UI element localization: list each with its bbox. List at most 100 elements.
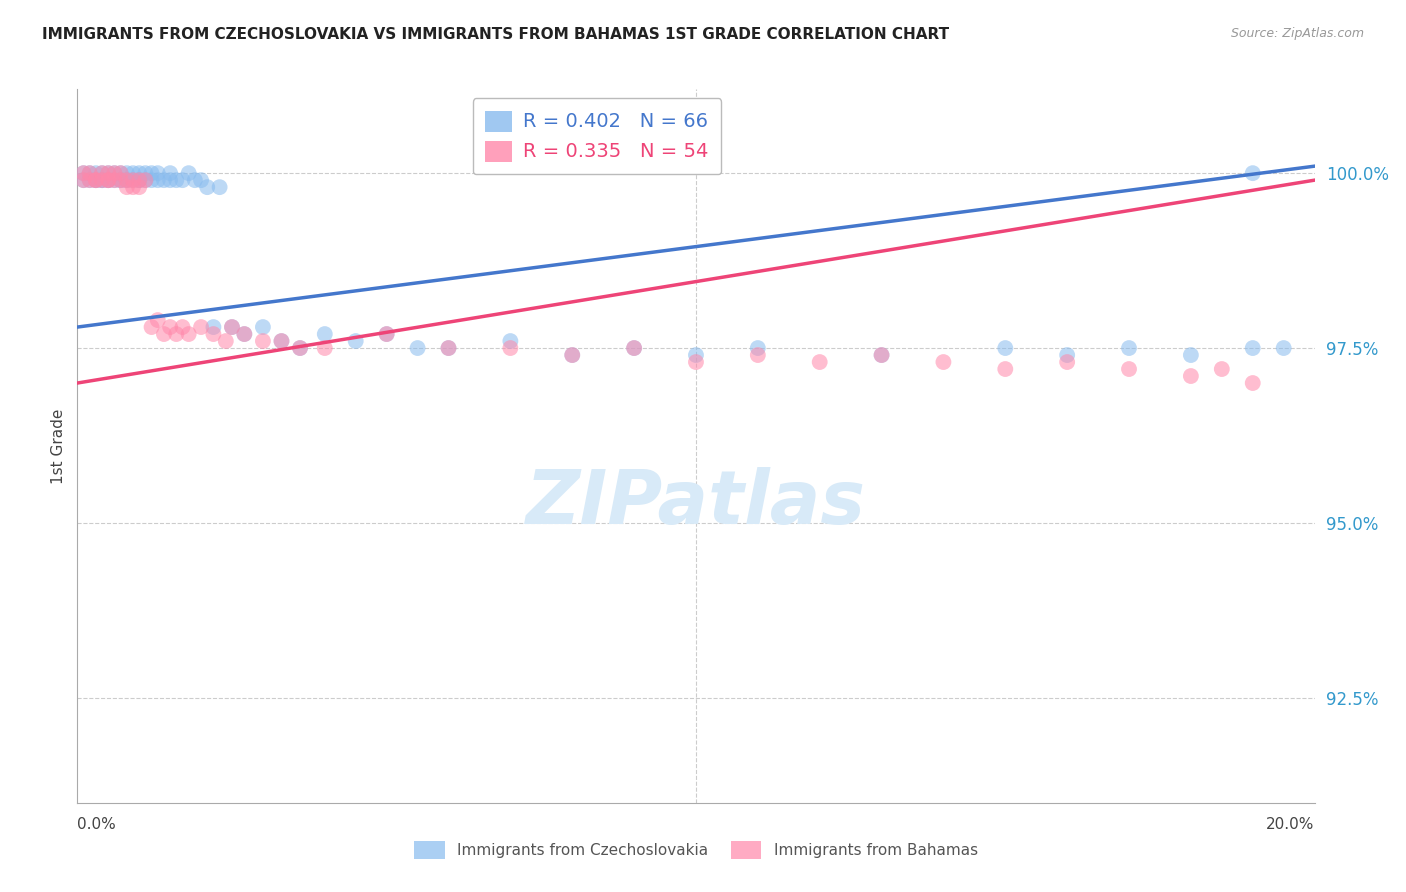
Point bbox=[215, 334, 238, 348]
Y-axis label: 1st Grade: 1st Grade bbox=[51, 409, 66, 483]
Point bbox=[172, 320, 194, 334]
Point bbox=[97, 166, 120, 180]
Point bbox=[994, 341, 1017, 355]
Point bbox=[437, 341, 460, 355]
Text: ZIPatlas: ZIPatlas bbox=[526, 467, 866, 540]
Point bbox=[72, 166, 94, 180]
Point bbox=[134, 173, 156, 187]
Point bbox=[146, 173, 169, 187]
Point bbox=[122, 173, 145, 187]
Point bbox=[159, 166, 181, 180]
Point bbox=[134, 166, 156, 180]
Point bbox=[221, 320, 243, 334]
Point bbox=[499, 334, 522, 348]
Point bbox=[499, 341, 522, 355]
Point bbox=[115, 180, 138, 194]
Point bbox=[134, 173, 156, 187]
Point bbox=[747, 341, 769, 355]
Point bbox=[84, 166, 107, 180]
Point bbox=[870, 348, 893, 362]
Point bbox=[110, 166, 132, 180]
Point bbox=[202, 320, 225, 334]
Text: IMMIGRANTS FROM CZECHOSLOVAKIA VS IMMIGRANTS FROM BAHAMAS 1ST GRADE CORRELATION : IMMIGRANTS FROM CZECHOSLOVAKIA VS IMMIGR… bbox=[42, 27, 949, 42]
Point bbox=[115, 173, 138, 187]
Point bbox=[128, 173, 150, 187]
Point bbox=[233, 327, 256, 342]
Point bbox=[141, 166, 163, 180]
Point bbox=[870, 348, 893, 362]
Point bbox=[190, 173, 212, 187]
Point bbox=[288, 341, 311, 355]
Point bbox=[128, 173, 150, 187]
Point bbox=[270, 334, 292, 348]
Point bbox=[406, 341, 429, 355]
Point bbox=[561, 348, 583, 362]
Point bbox=[153, 327, 176, 342]
Point bbox=[994, 362, 1017, 376]
Point bbox=[91, 173, 114, 187]
Point bbox=[79, 166, 101, 180]
Point bbox=[344, 334, 367, 348]
Point bbox=[165, 173, 187, 187]
Point bbox=[1241, 376, 1264, 390]
Point bbox=[233, 327, 256, 342]
Point bbox=[314, 327, 336, 342]
Point bbox=[110, 173, 132, 187]
Point bbox=[1211, 362, 1233, 376]
Point bbox=[79, 173, 101, 187]
Point bbox=[623, 341, 645, 355]
Point bbox=[177, 327, 200, 342]
Point bbox=[110, 166, 132, 180]
Point bbox=[79, 173, 101, 187]
Point bbox=[103, 166, 125, 180]
Point bbox=[115, 166, 138, 180]
Point bbox=[110, 173, 132, 187]
Point bbox=[1180, 348, 1202, 362]
Point bbox=[208, 180, 231, 194]
Point bbox=[115, 173, 138, 187]
Legend: Immigrants from Czechoslovakia, Immigrants from Bahamas: Immigrants from Czechoslovakia, Immigran… bbox=[406, 834, 986, 866]
Point bbox=[122, 173, 145, 187]
Point bbox=[1241, 166, 1264, 180]
Point bbox=[115, 173, 138, 187]
Point bbox=[91, 173, 114, 187]
Point bbox=[122, 180, 145, 194]
Point bbox=[103, 173, 125, 187]
Text: 0.0%: 0.0% bbox=[77, 817, 117, 832]
Point bbox=[159, 173, 181, 187]
Point bbox=[270, 334, 292, 348]
Point bbox=[128, 173, 150, 187]
Point bbox=[103, 166, 125, 180]
Point bbox=[97, 166, 120, 180]
Point bbox=[91, 166, 114, 180]
Point bbox=[808, 355, 831, 369]
Point bbox=[437, 341, 460, 355]
Point bbox=[97, 173, 120, 187]
Point bbox=[314, 341, 336, 355]
Text: 20.0%: 20.0% bbox=[1267, 817, 1315, 832]
Point bbox=[79, 166, 101, 180]
Point bbox=[177, 166, 200, 180]
Point bbox=[141, 173, 163, 187]
Point bbox=[153, 173, 176, 187]
Point bbox=[252, 320, 274, 334]
Point bbox=[84, 173, 107, 187]
Point bbox=[72, 166, 94, 180]
Point bbox=[91, 166, 114, 180]
Point bbox=[195, 180, 218, 194]
Point bbox=[1272, 341, 1295, 355]
Point bbox=[165, 327, 187, 342]
Point bbox=[72, 173, 94, 187]
Point bbox=[84, 173, 107, 187]
Point bbox=[623, 341, 645, 355]
Point bbox=[172, 173, 194, 187]
Point bbox=[184, 173, 207, 187]
Point bbox=[221, 320, 243, 334]
Point bbox=[1056, 348, 1078, 362]
Point bbox=[1241, 341, 1264, 355]
Point bbox=[685, 348, 707, 362]
Point bbox=[122, 166, 145, 180]
Point bbox=[1180, 369, 1202, 384]
Point bbox=[190, 320, 212, 334]
Point bbox=[1118, 362, 1140, 376]
